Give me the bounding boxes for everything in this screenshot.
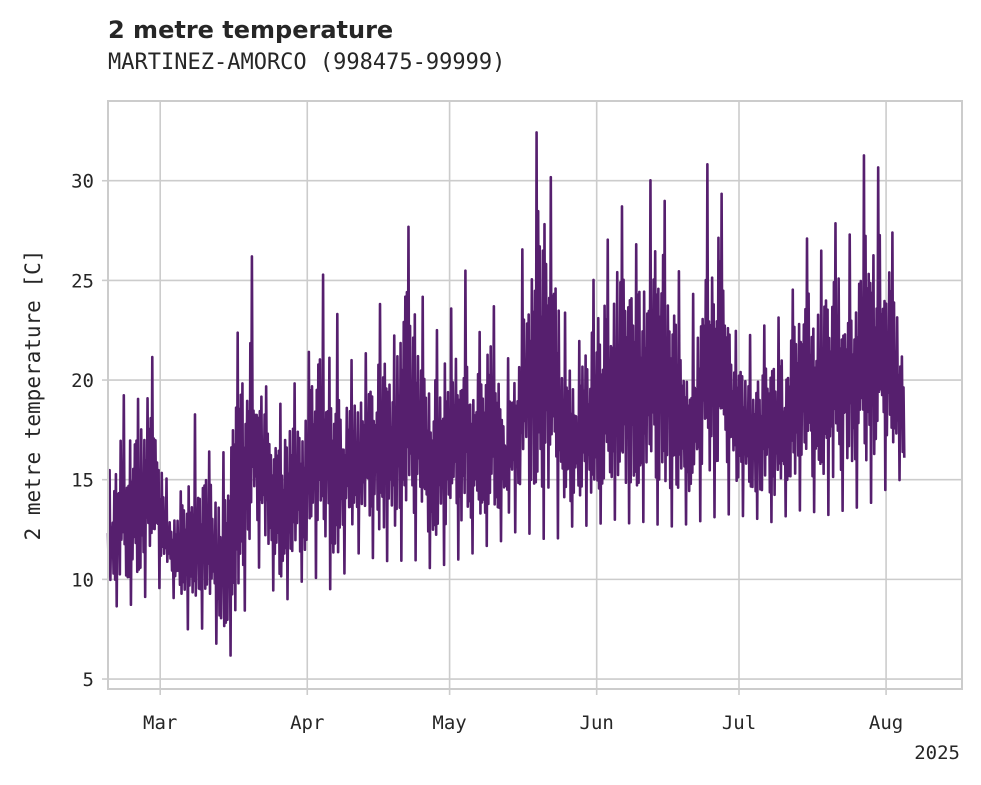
series-layer	[106, 131, 906, 657]
y-axis-label: 2 metre temperature [C]	[21, 250, 45, 541]
y-tick-label: 5	[83, 669, 94, 691]
chart-subtitle: MARTINEZ-AMORCO (998475-99999)	[108, 50, 506, 75]
y-tick-label: 15	[71, 470, 94, 492]
x-tick-label: Apr	[290, 712, 324, 734]
x-axis-year-label: 2025	[914, 742, 960, 764]
x-tick-label: Jun	[580, 712, 614, 734]
tick-layer: 5 10 15 20 25 30 Mar Apr May Jun Jul Aug	[71, 171, 903, 734]
y-tick-label: 10	[71, 569, 94, 591]
x-tick-label: Aug	[869, 712, 903, 734]
y-tick-label: 20	[71, 370, 94, 392]
plot-frame	[107, 100, 963, 690]
x-tick-label: Mar	[143, 712, 177, 734]
x-tick-label: Jul	[722, 712, 756, 734]
y-tick-label: 25	[71, 270, 94, 292]
temperature-series-line	[106, 131, 906, 657]
y-tick-label: 30	[71, 171, 94, 193]
x-tick-label: May	[432, 712, 466, 734]
chart-title: 2 metre temperature	[108, 16, 394, 44]
